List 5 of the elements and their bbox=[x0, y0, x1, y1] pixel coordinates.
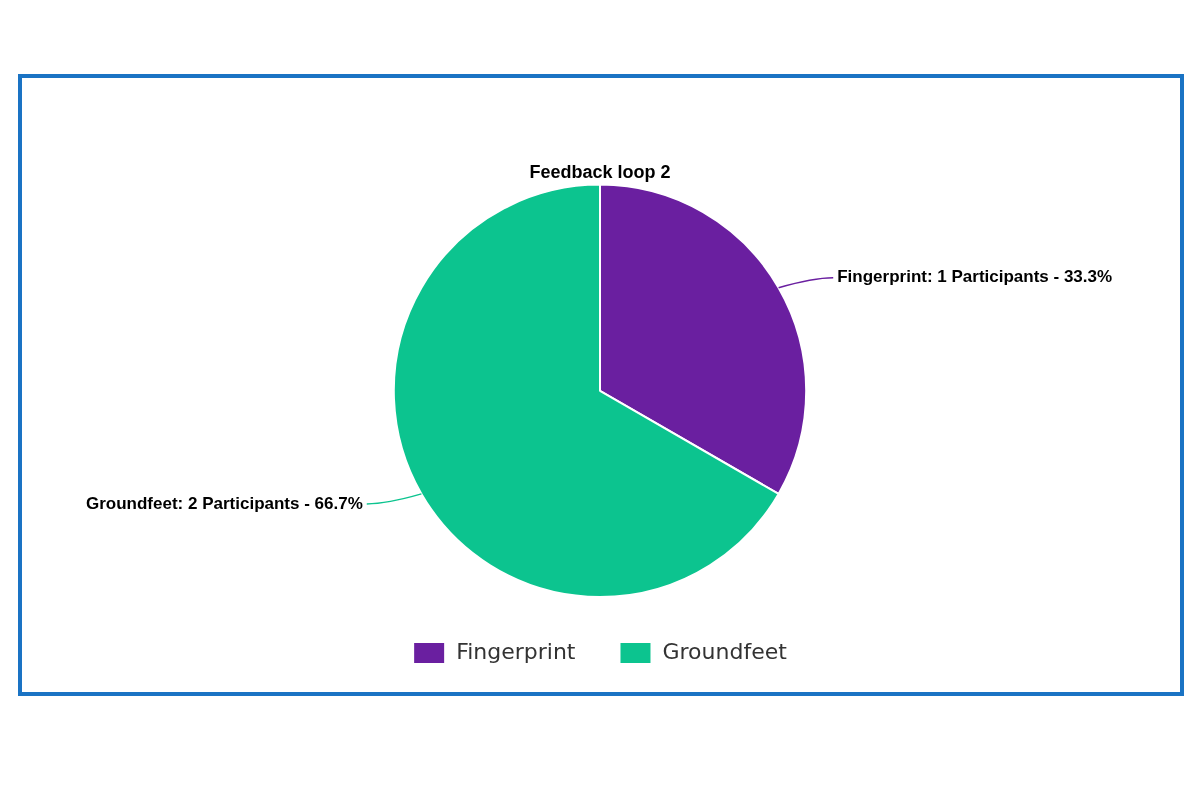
data-label: Groundfeet: 2 Participants - 66.7% bbox=[85, 493, 363, 513]
legend-label: Groundfeet bbox=[662, 638, 788, 664]
chart-title: Feedback loop 2 bbox=[529, 161, 671, 182]
data-label: Fingerprint: 1 Participants - 33.3% bbox=[837, 267, 1113, 287]
legend-label: Fingerprint bbox=[456, 638, 576, 664]
